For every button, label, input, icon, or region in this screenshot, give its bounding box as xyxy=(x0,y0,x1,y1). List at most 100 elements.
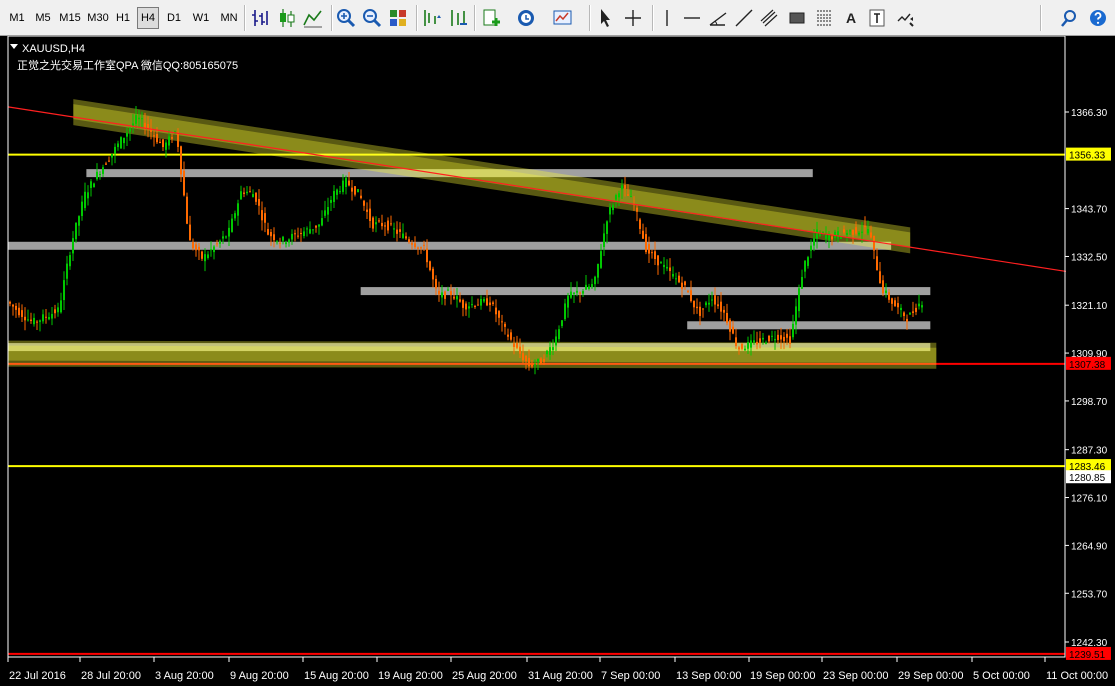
candle-body xyxy=(837,231,839,239)
timeframe-mn-button[interactable]: MN xyxy=(220,12,238,24)
zoom-out-icon[interactable] xyxy=(361,6,383,30)
candle-body xyxy=(903,312,905,317)
timeframe-m5-button[interactable]: M5 xyxy=(35,12,51,24)
x-tick-label: 9 Aug 20:00 xyxy=(230,670,289,682)
candle-body xyxy=(474,306,476,308)
candle-body xyxy=(144,122,146,129)
candle-body xyxy=(579,292,581,294)
candle-body xyxy=(834,231,836,238)
candle-body xyxy=(156,134,158,143)
chart-shift-icon[interactable] xyxy=(421,6,443,30)
candle-body xyxy=(561,320,563,327)
x-tick-label: 29 Sep 00:00 xyxy=(898,670,963,682)
candle-body xyxy=(774,338,776,341)
candle-body xyxy=(114,146,116,154)
text-label-icon[interactable] xyxy=(866,6,888,30)
periods-icon[interactable] xyxy=(515,6,537,30)
candle-body xyxy=(603,233,605,248)
candle-body xyxy=(582,291,584,294)
candle-body xyxy=(315,225,317,228)
candle-body xyxy=(375,222,377,225)
search-icon[interactable] xyxy=(1058,6,1080,30)
candle-body xyxy=(351,187,353,192)
candle-body xyxy=(576,290,578,293)
candle-body xyxy=(303,231,305,237)
candle-body xyxy=(726,312,728,323)
help-icon[interactable] xyxy=(1087,6,1109,30)
timeframe-d1-button[interactable]: D1 xyxy=(166,12,182,24)
candle-body xyxy=(921,305,923,308)
horizontal-lines-layer xyxy=(8,153,1065,655)
y-tick-label: 1253.70 xyxy=(1071,589,1108,600)
axes-layer: 1366.30 1343.70 1332.50 1321.10 1309.90 1298.… xyxy=(7,36,1111,682)
candle-body xyxy=(813,238,815,246)
candle-body xyxy=(867,228,869,234)
candle-body xyxy=(660,262,662,264)
candle-body xyxy=(99,174,101,176)
equidistant-channel-icon[interactable] xyxy=(758,6,780,30)
candle-body xyxy=(210,249,212,251)
candle-body xyxy=(522,353,524,361)
timeframe-h4-button[interactable]: H4 xyxy=(137,7,159,29)
price-chart[interactable]: 1366.30 1343.70 1332.50 1321.10 1309.90 1298.… xyxy=(0,36,1115,686)
candle-body xyxy=(525,355,527,362)
timeframe-m15-button[interactable]: M15 xyxy=(59,12,81,24)
chart-window[interactable]: 1366.30 1343.70 1332.50 1321.10 1309.90 1298.… xyxy=(0,36,1115,686)
candle-body xyxy=(540,358,542,365)
candle-body xyxy=(507,334,509,337)
templates-icon[interactable] xyxy=(552,6,574,30)
angle-line-icon[interactable] xyxy=(707,6,729,30)
candle-body xyxy=(297,235,299,237)
text-icon[interactable]: A xyxy=(845,10,857,26)
x-tick-label: 5 Oct 00:00 xyxy=(973,670,1030,682)
fibonacci-icon[interactable] xyxy=(813,6,835,30)
candle-body xyxy=(54,309,56,314)
toolbar-separator xyxy=(1040,5,1042,31)
candle-body xyxy=(870,232,872,238)
candle-body xyxy=(684,281,686,286)
candle-body xyxy=(573,292,575,294)
candle-body xyxy=(495,307,497,315)
line-chart-icon[interactable] xyxy=(302,6,324,30)
candle-body xyxy=(639,219,641,229)
bar-chart-icon[interactable] xyxy=(250,6,272,30)
y-tick-label: 1321.10 xyxy=(1071,301,1108,312)
candle-body xyxy=(15,305,17,310)
candle-body xyxy=(240,191,242,200)
tile-windows-icon[interactable] xyxy=(387,6,409,30)
candle-body xyxy=(96,171,98,180)
cursor-icon[interactable] xyxy=(594,6,616,30)
candle-body xyxy=(447,289,449,291)
candle-body xyxy=(687,290,689,293)
candlestick-icon[interactable] xyxy=(276,6,298,30)
arrows-icon[interactable] xyxy=(894,6,916,30)
candle-body xyxy=(414,243,416,248)
horizontal-line-icon[interactable] xyxy=(681,6,703,30)
candle-body xyxy=(345,177,347,187)
x-tick-label: 23 Sep 00:00 xyxy=(823,670,888,682)
indicators-icon[interactable] xyxy=(480,6,502,30)
auto-scroll-icon[interactable] xyxy=(447,6,469,30)
candle-body xyxy=(498,311,500,318)
candle-body xyxy=(765,342,767,344)
candle-body xyxy=(846,232,848,235)
candle-body xyxy=(129,128,131,132)
candle-body xyxy=(696,306,698,309)
candle-body xyxy=(387,220,389,231)
chart-dropdown-icon[interactable] xyxy=(10,44,18,49)
rectangle-icon[interactable] xyxy=(786,6,808,30)
candle-body xyxy=(789,336,791,344)
timeframe-m1-button[interactable]: M1 xyxy=(9,12,25,24)
crosshair-icon[interactable] xyxy=(622,6,644,30)
timeframe-w1-button[interactable]: W1 xyxy=(192,12,210,24)
candle-body xyxy=(912,311,914,314)
trend-line-icon[interactable] xyxy=(733,6,755,30)
candle-body xyxy=(24,316,26,321)
timeframe-h1-button[interactable]: H1 xyxy=(115,12,131,24)
candle-body xyxy=(393,228,395,230)
zoom-in-icon[interactable] xyxy=(335,6,357,30)
candle-body xyxy=(90,181,92,189)
candle-body xyxy=(594,276,596,285)
timeframe-m30-button[interactable]: M30 xyxy=(87,12,109,24)
vertical-line-icon[interactable] xyxy=(656,6,678,30)
